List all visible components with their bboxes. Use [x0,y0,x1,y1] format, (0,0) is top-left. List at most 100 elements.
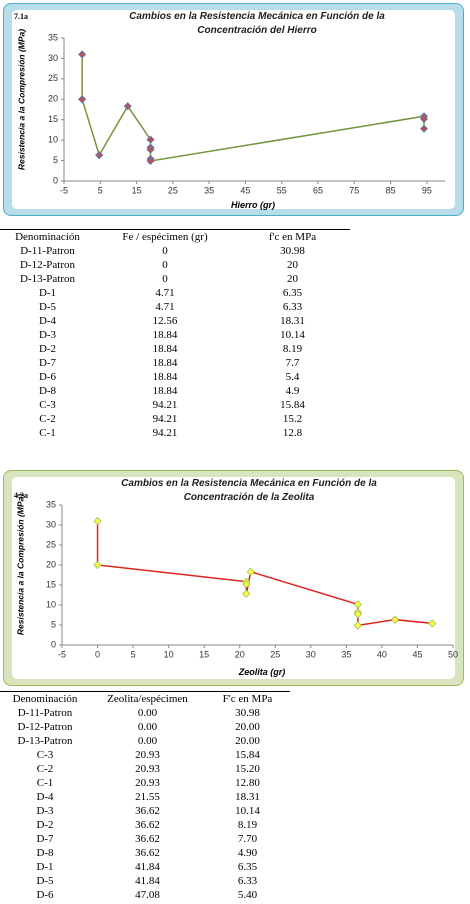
data-point [146,145,155,154]
table-row: D-13-Patron 0 20 [0,272,350,286]
table-cell: Denominación [0,691,90,706]
x-axis-label: Hierro (gr) [230,200,276,210]
table-cell: D-8 [38,385,57,397]
x-tick-label: -5 [58,649,66,659]
table-cell: Zeolita/espécimen [90,691,205,706]
y-axis-label: Resistencia a la Compresión (MPa) [16,28,27,171]
table-cell: D-13-Patron [20,273,75,285]
y-tick-label: 0 [53,175,58,185]
x-tick-label: 75 [349,185,359,195]
data-point [93,517,102,526]
table-cell: 18.84 [152,357,178,369]
data-point [353,621,362,630]
y-tick-label: 30 [48,53,58,63]
table-row: D-4 12.56 18.31 [0,314,350,328]
y-tick-label: 15 [46,579,56,589]
data-line [96,521,433,627]
data-point [390,615,400,624]
x-tick-label: 85 [386,185,396,195]
panel-label: 4.2a [14,491,28,500]
table-cell: D-8 [36,847,54,859]
x-tick-label: 25 [168,185,178,195]
table-row: D-11-Patron 0.00 30.98 [0,706,290,720]
x-tick-label: 55 [277,185,287,195]
table-cell: C-3 [39,399,56,411]
table-cell: 20.93 [135,777,160,789]
x-tick-label: 15 [199,649,209,659]
table-cell: D-7 [36,833,54,845]
x-tick-label: 30 [306,649,316,659]
table-cell: 20.93 [135,763,160,775]
table-cell: D-11-Patron [20,245,75,257]
chart-title: Cambios en la Resistencia Mecánica en Fu… [129,11,385,36]
y-tick-label: 25 [46,539,56,549]
table-row: D-8 36.62 4.90 [0,846,290,860]
x-tick-label: 40 [377,649,387,659]
data-point [353,600,362,609]
table-row: D-4 21.55 18.31 [0,790,290,804]
x-tick-label: 10 [164,649,174,659]
x-tick-label: 35 [204,185,214,195]
table-cell: D-1 [38,287,57,299]
table-cell: C-3 [36,749,54,761]
header-row: Denominación Zeolita/espécimen F'c en MPa [0,691,290,706]
table-cell: D-2 [36,819,54,831]
x-tick-label: 25 [270,649,280,659]
table-row: C-2 94.21 15.2 [0,412,350,426]
table-row: D-13-Patron 0.00 20.00 [0,734,290,748]
table-cell: D-6 [38,371,57,383]
y-tick-label: 30 [46,519,56,529]
table-cell: 30.98 [280,245,305,257]
table-cell: 41.84 [135,861,160,873]
x-tick-label: 65 [313,185,323,195]
x-tick-label: 20 [235,649,245,659]
table-cell: 36.62 [135,819,160,831]
y-tick-label: 0 [51,639,56,649]
table-row: D-2 36.62 8.19 [0,818,290,832]
y-tick-label: 20 [46,559,56,569]
table-row: C-1 94.21 12.8 [0,426,350,440]
x-tick-label: -5 [60,185,68,195]
data-point [78,50,87,59]
table-cell: f'c en MPa [235,229,350,244]
table-cell: 94.21 [152,413,178,425]
table-cell: 4.9 [285,385,300,397]
table-cell: 7.70 [237,833,258,845]
table-cell: 20 [287,273,298,285]
table-cell: D-13-Patron [17,735,73,747]
table-cell: 94.21 [152,399,178,411]
x-tick-label: 35 [341,649,351,659]
x-tick-label: 5 [98,185,103,195]
x-tick-label: 95 [422,185,432,195]
data-table: Denominación Zeolita/espécimen F'c en MPa D… [0,691,290,902]
table-cell: D-4 [36,791,54,803]
table-cell: 15.2 [282,413,303,425]
table-row: D-5 41.84 6.33 [0,874,290,888]
table-cell: 36.62 [135,805,160,817]
table-cell: 47.08 [135,889,160,901]
data-point [95,151,104,160]
table-cell: C-2 [36,763,54,775]
table-cell: 18.84 [152,329,178,341]
y-tick-label: 10 [48,135,58,145]
table-cell: 5.40 [237,889,258,901]
table-row: C-3 94.21 15.84 [0,398,350,412]
table-cell: C-2 [39,413,56,425]
table-cell: 20.00 [235,735,260,747]
table-cell: 94.21 [152,427,178,439]
x-tick-label: 45 [240,185,250,195]
header-row: Denominación Fe / espécimen (gr) f'c en MP… [0,229,350,244]
data-point [93,560,102,570]
table-cell: F'c en MPa [205,691,290,706]
table-cell: 36.62 [135,833,160,845]
data-point [242,589,251,598]
table-cell: Denominación [0,229,95,244]
table-cell: 0.00 [137,707,158,719]
table-row: D-12-Patron 0 20 [0,258,350,272]
table-cell: D-3 [38,329,57,341]
table-cell: 8.19 [237,819,258,831]
y-tick-label: 20 [48,94,58,104]
table-cell: 0 [162,273,168,285]
table-cell: C-1 [39,427,56,439]
